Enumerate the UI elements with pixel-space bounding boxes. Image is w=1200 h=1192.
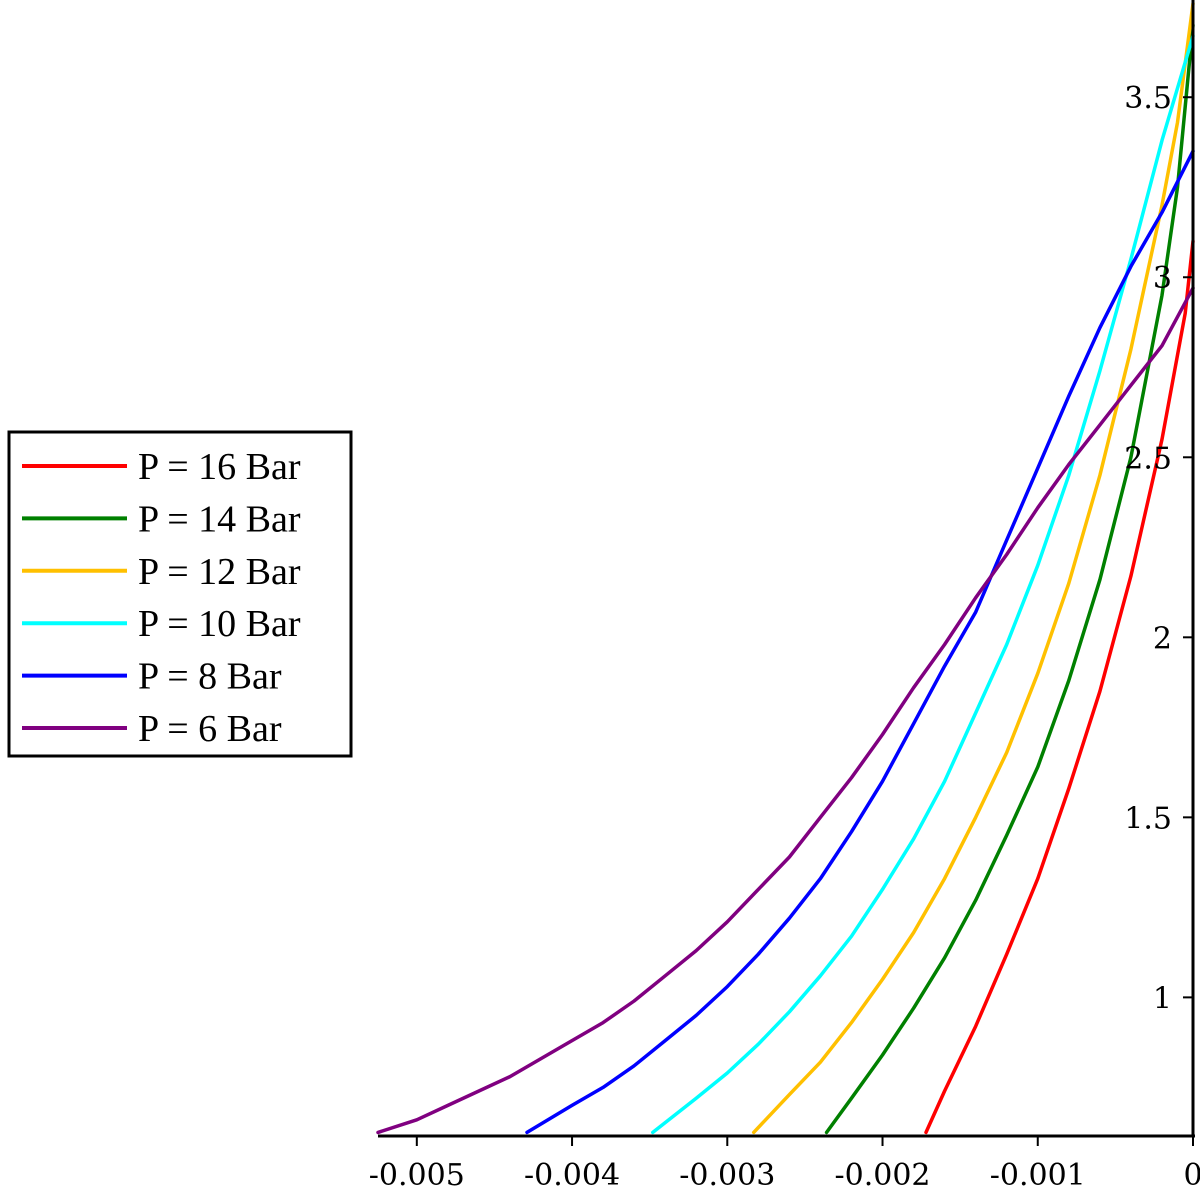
legend-box — [7, 430, 353, 758]
y-tick-label-4: 3 — [1153, 261, 1172, 296]
series-line-1 — [824, 23, 1195, 1135]
y-tick-label-1: 1.5 — [1124, 801, 1172, 836]
legend-label-4: P = 8 Bar — [138, 656, 282, 698]
x-tick-label-2: -0.003 — [679, 1158, 775, 1192]
series-line-5 — [376, 286, 1195, 1135]
series-line-2 — [751, 1, 1195, 1135]
series-line-0 — [924, 239, 1195, 1135]
y-tick-label-5: 3.5 — [1124, 81, 1172, 116]
x-tick-label-5: 0 — [1183, 1158, 1200, 1192]
x-tick-label-3: -0.002 — [835, 1158, 931, 1192]
y-tick-label-2: 2 — [1153, 621, 1172, 656]
x-tick-label-0: -0.005 — [369, 1158, 465, 1192]
x-tick-label-1: -0.004 — [524, 1158, 620, 1192]
axes-layer — [378, 0, 1195, 1138]
legend-label-0: P = 16 Bar — [138, 446, 301, 488]
legend-label-3: P = 10 Bar — [138, 603, 301, 645]
series-layer — [376, 1, 1195, 1135]
y-tick-label-3: 2.5 — [1124, 441, 1172, 476]
x-tick-label-4: -0.001 — [990, 1158, 1086, 1192]
legend-label-1: P = 14 Bar — [138, 498, 301, 540]
legend: P = 16 Bar P = 14 Bar P = 12 Bar P = 10 Bar… — [7, 430, 353, 758]
tick-layer: -0.005 -0.004 -0.003 -0.002 -0.001 0 1 1.5 2 2.5 3… — [369, 81, 1200, 1192]
series-line-4 — [525, 149, 1195, 1135]
series-line-3 — [651, 34, 1195, 1135]
legend-label-5: P = 6 Bar — [138, 708, 282, 750]
y-tick-label-0: 1 — [1153, 981, 1172, 1016]
legend-label-2: P = 12 Bar — [138, 551, 301, 593]
